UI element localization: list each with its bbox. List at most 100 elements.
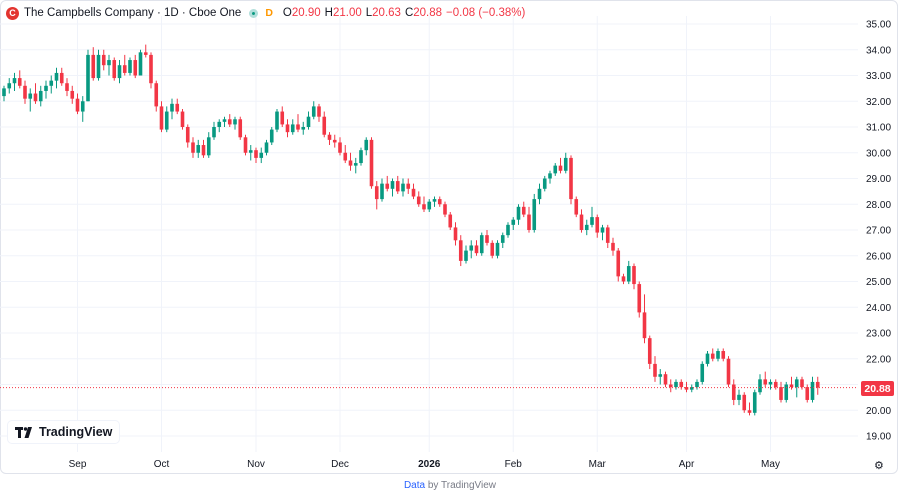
candle <box>784 381 789 403</box>
candle <box>154 80 159 112</box>
candle <box>54 67 59 89</box>
candle <box>44 80 48 99</box>
candle <box>500 232 505 249</box>
candle <box>359 147 363 166</box>
candle <box>548 170 552 184</box>
candle <box>107 54 111 76</box>
candle <box>401 178 405 197</box>
candle <box>7 78 12 94</box>
candle <box>212 121 216 140</box>
tradingview-logo[interactable]: TradingView <box>8 421 120 443</box>
candle <box>458 235 463 267</box>
candle <box>28 88 33 112</box>
candle <box>422 196 426 212</box>
price-tick-label: 30.00 <box>866 148 891 159</box>
price-axis[interactable]: 19.0020.0021.0022.0023.0024.0025.0026.00… <box>866 20 891 443</box>
candle <box>201 139 206 158</box>
candle <box>269 127 274 146</box>
candle <box>369 137 374 189</box>
candle <box>296 114 300 133</box>
symbol-title[interactable]: The Campbells Company · 1D · Cboe One <box>24 7 242 19</box>
candle <box>763 371 768 388</box>
candle <box>159 101 164 133</box>
symbol-legend: C The Campbells Company · 1D · Cboe One … <box>6 5 525 21</box>
time-tick-label: May <box>761 459 780 470</box>
price-tick-label: 29.00 <box>866 174 891 185</box>
interval-badge[interactable]: D <box>265 7 273 19</box>
company-logo-icon[interactable]: C <box>6 6 19 20</box>
candle <box>506 222 510 238</box>
price-tick-label: 28.00 <box>866 200 891 211</box>
candle <box>516 204 521 225</box>
candle <box>38 85 43 107</box>
candle <box>233 116 237 130</box>
candle <box>537 183 542 205</box>
candle <box>290 119 295 135</box>
candle-series <box>2 44 820 416</box>
candle <box>658 369 663 385</box>
price-tick-label: 26.00 <box>866 251 891 262</box>
candle <box>768 379 773 390</box>
candle <box>395 175 400 194</box>
candle <box>726 356 731 388</box>
candle <box>217 119 222 133</box>
candle <box>605 224 610 249</box>
candle <box>306 111 311 130</box>
candle <box>17 70 22 89</box>
candle <box>553 163 558 176</box>
data-attribution: by TradingView <box>427 480 497 491</box>
candle <box>191 137 195 158</box>
candle <box>332 134 337 148</box>
time-tick-label: Apr <box>679 459 695 470</box>
candle <box>647 335 652 370</box>
price-chart[interactable]: 19.00 20.00 21.00 22.00 23.00 24.00 25.00 26.00… <box>0 0 900 474</box>
candle <box>532 193 537 233</box>
last-price-tag: 20.88 <box>861 381 894 396</box>
tradingview-logo-icon <box>15 426 32 438</box>
candle <box>453 222 458 246</box>
candle <box>227 114 232 127</box>
candle <box>663 371 668 388</box>
candle <box>327 132 332 146</box>
open-value: 20.90 <box>291 7 321 19</box>
price-tick-label: 23.00 <box>866 329 891 340</box>
price-tick-label: 33.00 <box>866 71 891 82</box>
grid <box>0 16 858 452</box>
candle <box>374 181 379 210</box>
candle <box>353 157 358 174</box>
candle <box>65 78 69 97</box>
market-status-icon[interactable] <box>249 8 259 18</box>
candle <box>49 75 54 94</box>
candle <box>474 240 479 256</box>
time-tick-label: 2026 <box>418 459 441 470</box>
candle <box>254 147 258 164</box>
candle <box>432 196 437 207</box>
candle <box>75 93 80 115</box>
candle <box>495 240 500 259</box>
candle <box>747 402 752 416</box>
candle <box>248 145 253 161</box>
candle <box>668 379 673 393</box>
candle <box>443 201 447 218</box>
candle <box>411 183 416 200</box>
candle <box>464 245 468 264</box>
data-link[interactable]: Data <box>403 480 426 491</box>
open-label: O <box>282 7 292 19</box>
candle <box>275 108 279 133</box>
candle <box>679 379 684 390</box>
candle <box>80 96 85 122</box>
candle <box>479 232 484 256</box>
candle <box>810 376 815 403</box>
high-value: 21.00 <box>332 7 362 19</box>
candle <box>343 145 348 164</box>
candle <box>469 240 474 259</box>
footer: Data by TradingView <box>0 480 900 491</box>
price-tick-label: 25.00 <box>866 277 891 288</box>
gear-icon[interactable]: ⚙ <box>874 460 884 472</box>
time-tick-label: Nov <box>247 459 265 470</box>
price-tick-label: 22.00 <box>866 354 891 365</box>
candle <box>264 139 269 156</box>
candle <box>348 152 353 171</box>
candle <box>490 240 495 259</box>
time-axis[interactable]: Sep Oct Nov Dec 2026 Feb Mar Apr May <box>69 459 780 470</box>
